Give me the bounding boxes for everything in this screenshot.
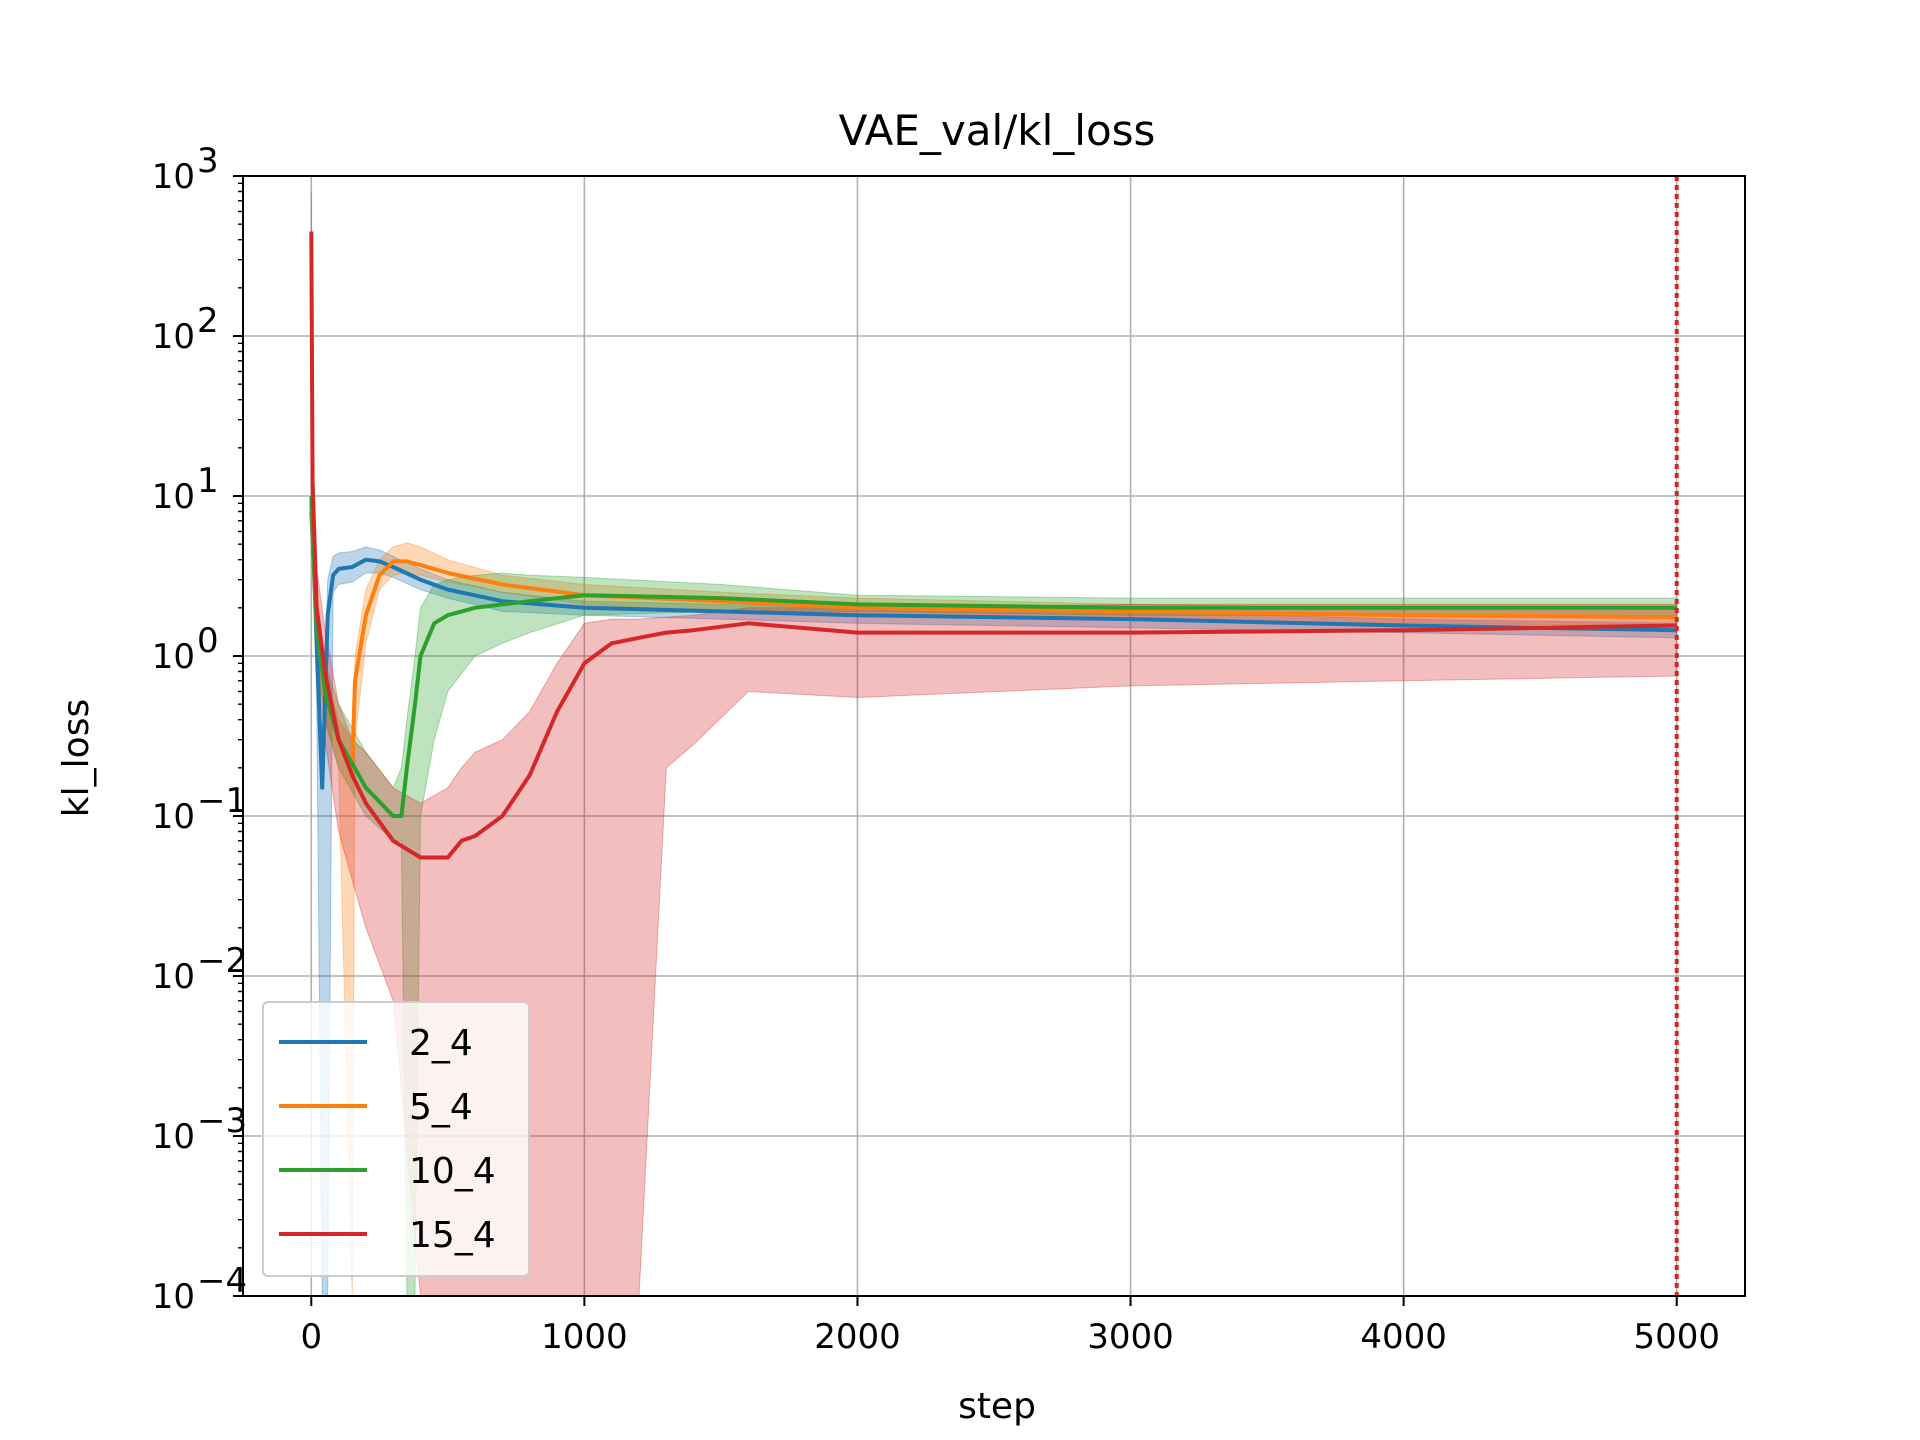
y-tick-label: 10 — [152, 477, 195, 517]
y-tick-label: 10 — [152, 1117, 195, 1157]
y-tick-exponent: −1 — [197, 781, 247, 821]
y-tick-label: 10 — [152, 797, 195, 837]
y-tick-exponent: 0 — [197, 621, 219, 661]
x-tick-label: 0 — [300, 1317, 322, 1357]
y-tick-exponent: 1 — [197, 461, 219, 501]
y-tick-label: 10 — [152, 1277, 195, 1317]
x-tick-label: 5000 — [1633, 1317, 1720, 1357]
legend: 2_4 5_4 10_4 15_4 — [262, 1001, 530, 1277]
legend-label: 5_4 — [409, 1087, 473, 1128]
x-axis-label: step — [958, 1386, 1036, 1427]
chart-title: VAE_val/kl_loss — [839, 106, 1156, 155]
y-tick-label: 10 — [152, 317, 195, 357]
y-tick-exponent: −2 — [197, 941, 247, 981]
series-line-0 — [309, 511, 1677, 790]
series-lines — [309, 231, 1677, 860]
y-tick-label: 10 — [152, 637, 195, 677]
y-tick-exponent: 2 — [197, 301, 219, 341]
plot-frame — [242, 175, 1746, 1297]
x-axis-ticks: 0 1000 2000 3000 4000 5000 — [300, 1296, 1720, 1357]
y-tick-exponent: 3 — [197, 141, 219, 181]
y-tick-label: 10 — [152, 157, 195, 197]
x-tick-label: 3000 — [1087, 1317, 1174, 1357]
legend-label: 10_4 — [409, 1151, 496, 1192]
series-line-3 — [309, 231, 1677, 860]
legend-label: 15_4 — [409, 1215, 496, 1256]
x-tick-label: 4000 — [1360, 1317, 1447, 1357]
x-tick-label: 1000 — [541, 1317, 628, 1357]
y-tick-exponent: −4 — [197, 1261, 247, 1301]
legend-box — [262, 1001, 530, 1277]
legend-label: 2_4 — [409, 1023, 473, 1064]
y-tick-label: 10 — [152, 957, 195, 997]
x-tick-label: 2000 — [814, 1317, 901, 1357]
series-line-2 — [309, 495, 1677, 818]
y-tick-exponent: −3 — [197, 1101, 247, 1141]
y-axis-label: kl_loss — [56, 699, 97, 817]
